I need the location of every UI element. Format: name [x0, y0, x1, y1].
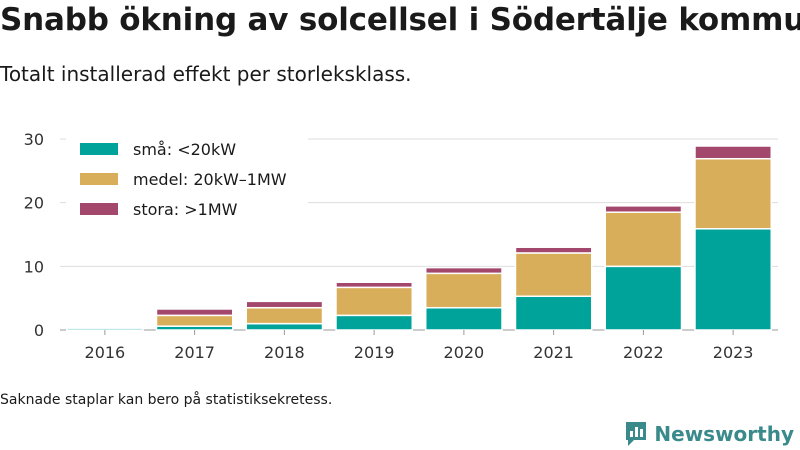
- x-tick-label: 2017: [174, 343, 215, 362]
- bar-segment-small: [335, 314, 414, 331]
- legend-swatch-large: [80, 203, 118, 215]
- x-tick-label: 2016: [85, 343, 126, 362]
- x-tick-label: 2023: [713, 343, 754, 362]
- legend-swatch-small: [80, 143, 118, 155]
- chart-subtitle: Totalt installerad effekt per storlekskl…: [0, 62, 412, 86]
- bar-segment-large: [335, 281, 414, 289]
- bar-segment-small: [604, 265, 683, 331]
- y-tick-label: 10: [24, 257, 44, 276]
- bar-segment-large: [65, 324, 144, 328]
- bar-segment-small: [694, 228, 773, 331]
- newsworthy-logo-icon: [626, 422, 647, 446]
- legend-item-large: stora: >1MW: [66, 194, 308, 224]
- bar-segment-large: [604, 205, 683, 213]
- stacked-bar-chart: 0 10 20 30 2016 2017 2018 2019 2020 2021 2022 2023: [24, 130, 778, 362]
- chart-legend: små: <20kW medel: 20kW–1MW stora: >1MW: [66, 130, 308, 228]
- brand-logo[interactable]: Newsworthy: [624, 420, 794, 448]
- bar-segment-medium: [514, 252, 593, 298]
- y-tick-label: 30: [24, 130, 44, 149]
- legend-label-small: små: <20kW: [133, 139, 237, 159]
- bar-segment-medium: [694, 157, 773, 230]
- chart-title: Snabb ökning av solcellsel i Södertälje …: [0, 2, 800, 38]
- bar-segment-large: [424, 266, 503, 275]
- bar-segment-medium: [424, 272, 503, 309]
- legend-label-medium: medel: 20kW–1MW: [133, 169, 287, 189]
- bar-segment-medium: [335, 286, 414, 317]
- bar-segment-medium: [155, 314, 234, 327]
- legend-item-small: små: <20kW: [66, 134, 308, 164]
- brand-name: Newsworthy: [654, 422, 794, 446]
- x-tick-label: 2020: [444, 343, 485, 362]
- legend-label-large: stora: >1MW: [133, 199, 238, 219]
- bar-segment-large: [694, 145, 773, 160]
- bar-segment-small: [424, 306, 503, 331]
- bar-segment-large: [155, 308, 234, 317]
- bar-segment-large: [514, 246, 593, 254]
- y-tick-label: 20: [24, 194, 44, 213]
- x-tick-label: 2021: [533, 343, 574, 362]
- bar-segment-small: [245, 322, 324, 331]
- bar-segment-large: [245, 300, 324, 309]
- bar-segment-medium: [604, 211, 683, 268]
- footnote: Saknade staplar kan bero på statistiksek…: [0, 392, 333, 408]
- x-tick-label: 2022: [623, 343, 664, 362]
- y-tick-label: 0: [34, 321, 44, 340]
- bar-segment-medium: [245, 306, 324, 325]
- bar-segment-small: [514, 295, 593, 331]
- legend-item-medium: medel: 20kW–1MW: [66, 164, 308, 194]
- x-tick-label: 2018: [264, 343, 305, 362]
- legend-swatch-medium: [80, 173, 118, 185]
- x-tick-label: 2019: [354, 343, 395, 362]
